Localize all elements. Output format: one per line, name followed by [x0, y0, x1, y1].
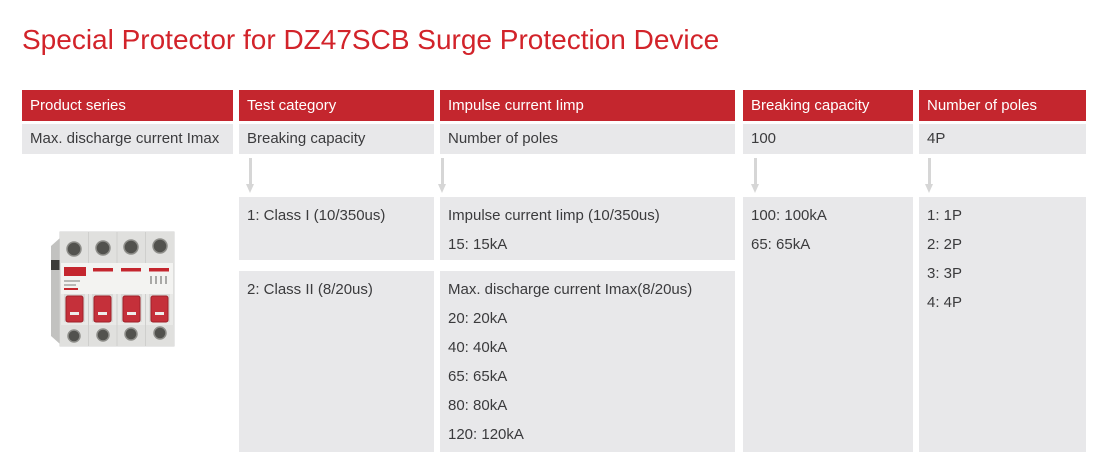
column-header-product-series: Product series: [22, 90, 233, 121]
circuit-breaker-product-image: [51, 231, 175, 347]
option-line: 20: 20kA: [448, 310, 508, 327]
impulse-class2-cell: Max. discharge current Imax(8/20us) 20: …: [440, 271, 735, 452]
option-line: 120: 120kA: [448, 426, 524, 443]
option-line: 65: 65kA: [448, 368, 508, 385]
option-line: 80: 80kA: [448, 397, 508, 414]
option-line: 1: Class I (10/350us): [247, 207, 386, 224]
down-arrow-icon: [751, 158, 760, 194]
down-arrow-icon: [438, 158, 447, 194]
code-cell-impulse-current: Number of poles: [440, 124, 735, 154]
column-header-number-of-poles: Number of poles: [919, 90, 1086, 121]
test-category-class2-cell: 2: Class II (8/20us): [239, 271, 434, 452]
impulse-class1-cell: Impulse current Iimp (10/350us) 15: 15kA: [440, 197, 735, 260]
option-line: 2: Class II (8/20us): [247, 281, 373, 298]
option-line: 40: 40kA: [448, 339, 508, 356]
down-arrow-icon: [246, 158, 255, 194]
number-of-poles-cell: 1: 1P 2: 2P 3: 3P 4: 4P: [919, 197, 1086, 452]
option-line: 15: 15kA: [448, 236, 508, 253]
impulse-class2-title: Max. discharge current Imax(8/20us): [448, 281, 693, 298]
option-line: 100: 100kA: [751, 207, 827, 224]
option-line: 65: 65kA: [751, 236, 811, 253]
option-line: 1: 1P: [927, 207, 963, 224]
down-arrow-icon: [925, 158, 934, 194]
column-header-test-category: Test category: [239, 90, 434, 121]
code-cell-test-category: Breaking capacity: [239, 124, 434, 154]
page-title: Special Protector for DZ47SCB Surge Prot…: [22, 24, 720, 55]
code-cell-number-of-poles: 4P: [919, 124, 1086, 154]
option-line: 4: 4P: [927, 294, 963, 311]
impulse-class1-title: Impulse current Iimp (10/350us): [448, 207, 660, 224]
breaking-capacity-cell: 100: 100kA 65: 65kA: [743, 197, 913, 452]
test-category-class1-cell: 1: Class I (10/350us): [239, 197, 434, 260]
code-cell-product-series: Max. discharge current Imax: [22, 124, 233, 154]
code-cell-breaking-capacity: 100: [743, 124, 913, 154]
column-header-impulse-current: Impulse current Iimp: [440, 90, 735, 121]
option-line: 3: 3P: [927, 265, 963, 282]
column-header-breaking-capacity: Breaking capacity: [743, 90, 913, 121]
option-line: 2: 2P: [927, 236, 963, 253]
